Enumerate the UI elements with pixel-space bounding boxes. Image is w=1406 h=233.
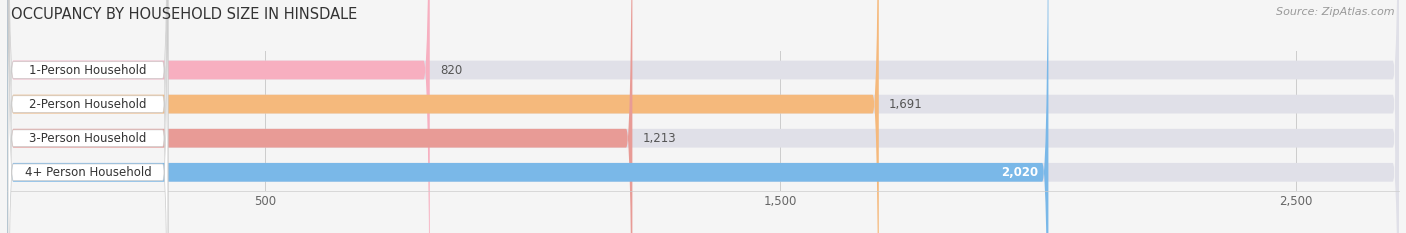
FancyBboxPatch shape <box>7 0 879 233</box>
FancyBboxPatch shape <box>8 0 167 233</box>
Text: Source: ZipAtlas.com: Source: ZipAtlas.com <box>1277 7 1395 17</box>
Text: 1,213: 1,213 <box>643 132 676 145</box>
FancyBboxPatch shape <box>7 0 1399 233</box>
Text: 2-Person Household: 2-Person Household <box>30 98 146 111</box>
FancyBboxPatch shape <box>7 0 633 233</box>
Text: 3-Person Household: 3-Person Household <box>30 132 146 145</box>
FancyBboxPatch shape <box>7 0 1399 233</box>
FancyBboxPatch shape <box>7 0 1399 233</box>
Text: 1-Person Household: 1-Person Household <box>30 64 146 76</box>
FancyBboxPatch shape <box>7 0 1049 233</box>
Text: 2,020: 2,020 <box>1001 166 1038 179</box>
Text: 1,691: 1,691 <box>889 98 922 111</box>
Text: 4+ Person Household: 4+ Person Household <box>24 166 152 179</box>
FancyBboxPatch shape <box>8 0 167 233</box>
FancyBboxPatch shape <box>7 0 1399 233</box>
FancyBboxPatch shape <box>7 0 430 233</box>
Text: OCCUPANCY BY HOUSEHOLD SIZE IN HINSDALE: OCCUPANCY BY HOUSEHOLD SIZE IN HINSDALE <box>11 7 357 22</box>
FancyBboxPatch shape <box>8 0 167 233</box>
Text: 820: 820 <box>440 64 463 76</box>
FancyBboxPatch shape <box>8 0 167 233</box>
